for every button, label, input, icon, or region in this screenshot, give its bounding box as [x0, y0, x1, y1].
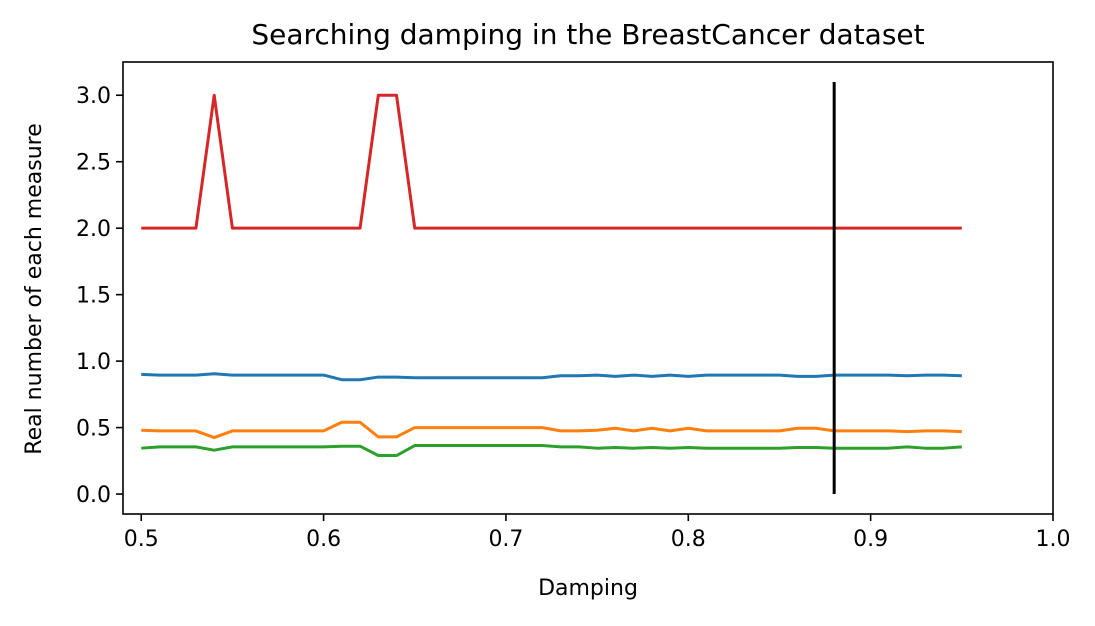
y-tick-label: 3.0: [76, 84, 111, 109]
y-tick-label: 1.0: [76, 350, 111, 375]
x-tick-label: 1.0: [1036, 527, 1071, 552]
series-line-3: [141, 444, 962, 458]
y-tick-label: 2.0: [76, 217, 111, 242]
y-axis-label: Real number of each measure: [22, 123, 47, 454]
chart-title: Searching damping in the BreastCancer da…: [251, 18, 924, 51]
x-tick-label: 0.6: [306, 527, 341, 552]
x-axis: 0.5 0.6 0.7 0.8 0.9 1.0: [124, 514, 1071, 552]
axes-frame: [122, 61, 1054, 515]
series-line-4: [141, 93, 962, 230]
x-axis-label: Damping: [538, 576, 638, 601]
y-tick-label: 1.5: [76, 284, 111, 309]
series-line-1: [141, 372, 962, 382]
x-tick-label: 0.7: [488, 527, 523, 552]
x-tick-label: 0.8: [671, 527, 706, 552]
y-axis: 0.0 0.5 1.0 1.5 2.0 2.5 3.0: [76, 84, 123, 508]
plot-area: [141, 81, 962, 495]
y-tick-label: 0.0: [76, 483, 111, 508]
series-line-2: [141, 420, 962, 440]
y-tick-label: 2.5: [76, 151, 111, 176]
x-tick-label: 0.5: [124, 527, 159, 552]
y-tick-label: 0.5: [76, 417, 111, 442]
x-tick-label: 0.9: [853, 527, 888, 552]
